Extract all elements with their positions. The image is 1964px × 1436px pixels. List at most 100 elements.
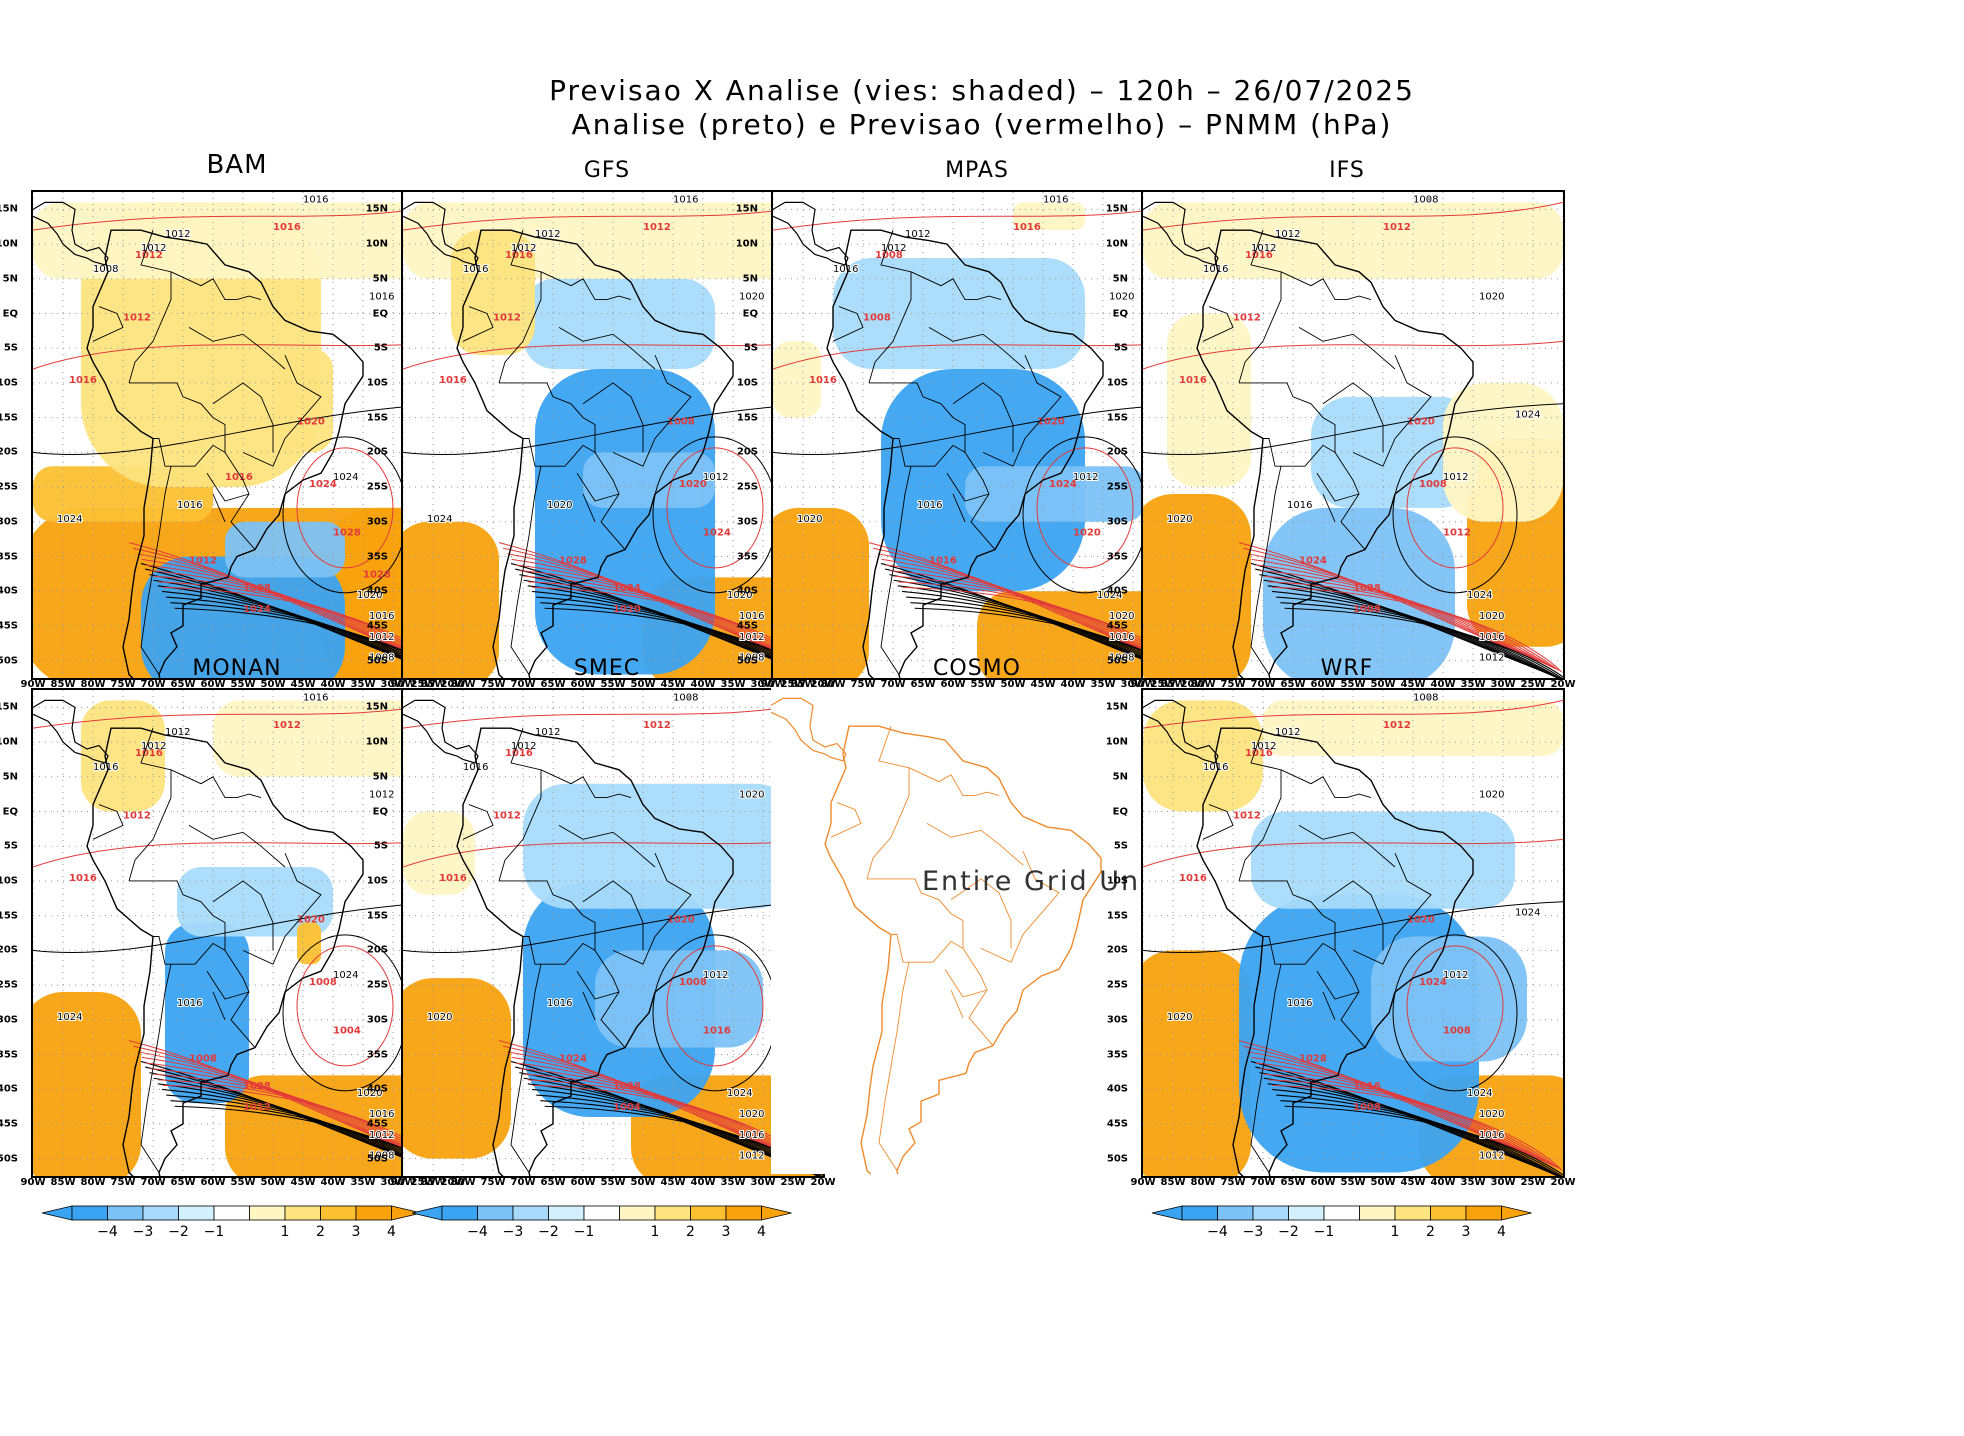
lon-tick-label: 45W — [1400, 1177, 1426, 1188]
country-border — [950, 989, 964, 1018]
lat-tick-label: EQ — [742, 308, 758, 319]
forecast-isobar-label: 1008 — [1419, 479, 1447, 490]
country-border — [1340, 493, 1366, 550]
colorbar-label: 3 — [351, 1224, 361, 1240]
analysis-isobar — [33, 403, 453, 456]
bias-shade--3 — [1371, 936, 1527, 1062]
map-frame: 1016101210121016101210201024101610241020… — [31, 688, 455, 1178]
lat-tick-label: 35S — [366, 1049, 388, 1060]
country-border — [1238, 230, 1282, 384]
south-america-coastline — [1196, 229, 1474, 678]
lon-tick-label: 55W — [600, 679, 626, 690]
country-border — [153, 880, 226, 965]
lat-tick-label: 30S — [0, 1014, 18, 1026]
forecast-isobar — [403, 699, 823, 729]
colorbar-swatch — [249, 1205, 286, 1221]
forecast-isobar-label: 1016 — [1179, 375, 1207, 386]
lat-tick-label: 5S — [3, 840, 18, 852]
lat-tick-label: 10S — [366, 875, 388, 887]
forecast-isobar-label: 1020 — [297, 417, 325, 428]
forecast-isobar-label: 1008 — [679, 977, 707, 988]
analysis-isobar-label: 1020 — [1479, 292, 1504, 303]
panel-title: COSMO — [933, 656, 1021, 681]
map-canvas: 1016101210121016102010241012101610201024… — [403, 690, 823, 1176]
lon-tick-label: 50W — [260, 1177, 286, 1188]
analysis-isobar-label: 1020 — [739, 790, 764, 801]
map-canvas — [771, 697, 1102, 1174]
analysis-isobar-label: 1016 — [739, 611, 764, 622]
lat-tick-label: 30S — [1106, 516, 1128, 528]
analysis-isobar-label: 1020 — [727, 590, 752, 601]
forecast-isobar — [1143, 699, 1563, 729]
bias-shade-4 — [33, 992, 141, 1176]
analysis-isobar — [403, 403, 823, 456]
analysis-isobar-label: 1012 — [1443, 970, 1468, 981]
colorbar-swatch — [1181, 1205, 1218, 1221]
lon-tick-label: 20W — [810, 679, 836, 690]
analysis-isobar-label: 1012 — [1073, 472, 1098, 483]
forecast-isobar-label: 1016 — [1179, 873, 1207, 884]
analysis-isobar-label: 1012 — [141, 741, 166, 752]
forecast-isobar-label: 1024 — [1419, 977, 1447, 988]
analysis-isobar-label: 1012 — [1251, 243, 1276, 254]
lon-tick-label: 25W — [1520, 679, 1546, 690]
colorbar-swatch — [690, 1205, 727, 1221]
forecast-isobar-label: 1012 — [643, 720, 671, 731]
forecast-isobar — [1259, 1068, 1554, 1167]
lat-tick-label: 45S — [0, 1118, 18, 1130]
lat-tick-label: 20S — [736, 446, 758, 458]
colorbar-swatch — [355, 1205, 392, 1221]
map-canvas: 1016101210121016102010241012101610201024… — [1143, 690, 1563, 1176]
map-frame: 1016101210121016102010241012102010241020… — [401, 190, 825, 680]
lat-tick-label: 45S — [366, 620, 388, 632]
analysis-isobar-label: 1008 — [369, 1151, 394, 1162]
forecast-isobar-label: 1024 — [1299, 555, 1327, 566]
forecast-high-cell — [666, 945, 764, 1067]
colorbar-arrow-right — [1501, 1205, 1532, 1221]
lon-axis: 90W 85W 80W 75W 70W 65W 60W 55W 50W 45W 40W 35W 30W 2… — [391, 1177, 836, 1191]
lat-tick-label: 40S — [0, 1083, 18, 1095]
lat-tick-label: 15N — [1105, 203, 1128, 215]
south-america-coastline — [86, 229, 364, 678]
analysis-isobar-label: 1016 — [303, 692, 328, 703]
analysis-isobar-label: 1020 — [427, 1012, 452, 1023]
lat-tick-label: 10N — [735, 238, 758, 250]
lat-tick-label: EQ — [2, 308, 18, 319]
central-america-coastline — [771, 697, 847, 762]
lon-tick-label: 35W — [1460, 679, 1486, 690]
analysis-isobar-label: 1024 — [1515, 908, 1540, 919]
central-america-coastline — [33, 699, 109, 764]
lon-tick-label: 85W — [420, 679, 446, 690]
lat-tick-label: 25S — [0, 481, 18, 493]
country-border — [612, 853, 692, 965]
forecast-isobar — [1255, 1062, 1551, 1165]
country-border — [952, 493, 966, 522]
lon-axis: 90W 85W 80W 75W 70W 65W 60W 55W 50W 45W 40W 35W 30W 2… — [761, 679, 1206, 693]
colorbar-arrow-left — [1151, 1205, 1183, 1221]
figure-title: Previsao X Analise (vies: shaded) – 120h… — [0, 74, 1964, 142]
central-america-coastline — [1143, 699, 1219, 764]
panel-title: GFS — [583, 158, 631, 183]
lat-tick-label: 10N — [0, 736, 18, 748]
lat-tick-label: 25S — [0, 979, 18, 991]
country-border — [510, 466, 542, 675]
lat-tick-label: EQ — [1112, 308, 1128, 319]
forecast-isobar-label: 1016 — [1245, 250, 1273, 261]
colorbar-swatch — [583, 1205, 620, 1221]
country-border — [600, 991, 626, 1048]
country-border — [868, 230, 912, 384]
forecast-isobar-label: 1012 — [1383, 222, 1411, 233]
colorbar-swatch — [441, 1205, 478, 1221]
lon-tick-label: 30W — [1120, 679, 1146, 690]
colorbar-swatch — [619, 1205, 656, 1221]
lat-tick-label: 15S — [366, 910, 388, 922]
analysis-isobar-label: 1016 — [303, 194, 328, 205]
country-border — [510, 964, 542, 1173]
panel-smec: SMEC101610121012101610201024101210161020… — [366, 656, 836, 1240]
forecast-isobar-label: 1024 — [703, 528, 731, 539]
lat-tick-label: 10S — [736, 377, 758, 389]
country-border — [540, 769, 632, 799]
forecast-isobar-label: 1024 — [243, 604, 271, 615]
forecast-isobar-label: 1020 — [1037, 417, 1065, 428]
